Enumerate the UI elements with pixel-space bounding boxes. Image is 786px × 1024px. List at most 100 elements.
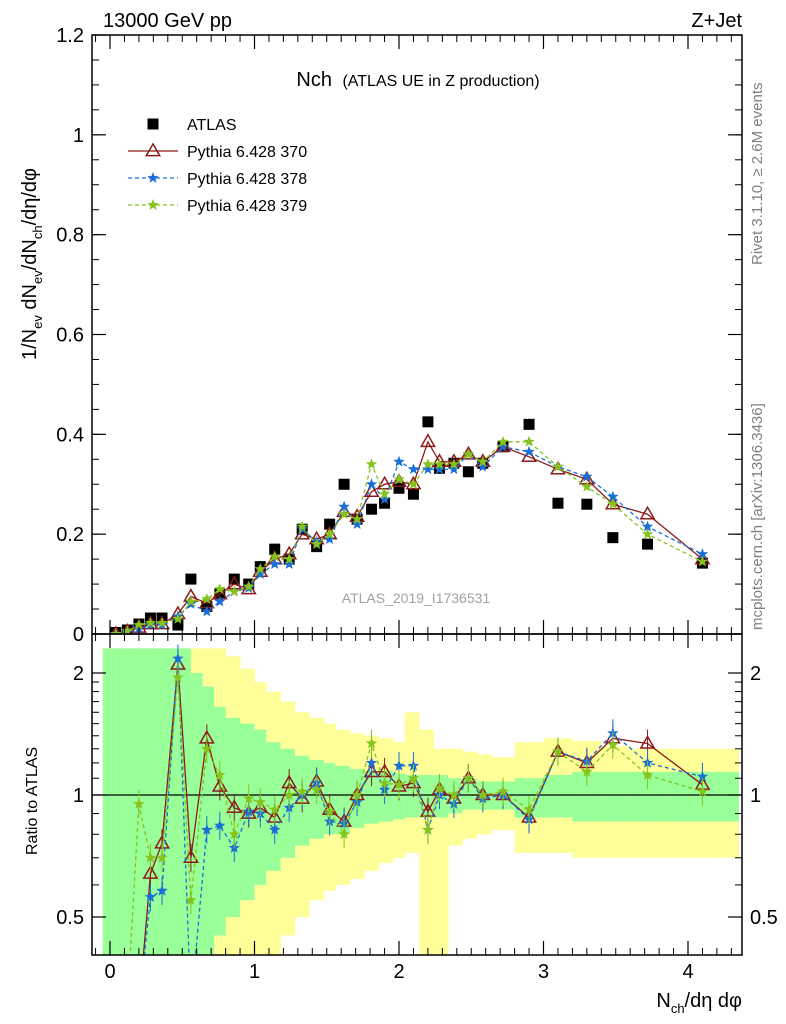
header-process: Z+Jet — [691, 10, 742, 32]
ratio-point-pythia-6-428-379 — [462, 772, 475, 784]
data-point-pythia-6-428-379 — [156, 617, 168, 628]
data-point-atlas — [523, 418, 535, 430]
data-point-pythia-6-428-379 — [228, 585, 240, 597]
axes: 0 0.2 0.4 0.6 0.8 1 1.2 0 1 2 3 4 0.5 0.5 1 1 2 2 — [56, 25, 778, 983]
data-point-pythia-6-428-379 — [365, 458, 378, 470]
ratio-y-tick-label: 2 — [73, 663, 84, 685]
ratio-point-pythia-6-428-379 — [338, 828, 350, 840]
data-point-pythia-6-428-379 — [696, 555, 709, 567]
data-point-pythia-6-428-370 — [294, 525, 311, 540]
data-point-atlas — [581, 498, 593, 510]
ratio-point-pythia-6-428-379 — [552, 745, 564, 757]
data-point-pythia-6-428-378 — [433, 463, 446, 475]
data-point-pythia-6-428-378 — [407, 463, 420, 475]
ratio-point-pythia-6-428-370 — [132, 1000, 145, 1012]
main-panel-series — [110, 416, 711, 634]
legend-marker-pythia-6-428-379 — [147, 199, 159, 210]
x-tick-label: 3 — [538, 961, 549, 983]
data-point-pythia-6-428-379 — [378, 488, 391, 500]
data-point-pythia-6-428-379 — [523, 435, 535, 447]
data-point-pythia-6-428-378 — [607, 490, 619, 502]
ratio-point-pythia-6-428-379 — [477, 789, 489, 800]
data-point-pythia-6-428-370 — [363, 483, 380, 498]
ratio-line-pythia-6-428-370 — [142, 664, 703, 955]
ratio-point-pythia-6-428-379 — [185, 894, 197, 906]
ratio-point-pythia-6-428-370 — [142, 865, 159, 879]
data-point-atlas — [366, 503, 378, 515]
analysis-watermark: ATLAS_2019_I1736531 — [342, 590, 491, 606]
ratio-y-tick-label-right: 2 — [750, 663, 761, 685]
ratio-green-band — [280, 748, 296, 858]
data-point-pythia-6-428-379 — [351, 513, 363, 524]
ratio-point-pythia-6-428-379 — [433, 782, 446, 793]
data-point-pythia-6-428-378 — [254, 568, 266, 579]
data-point-pythia-6-428-370 — [521, 448, 538, 463]
ratio-uncertainty-bands — [92, 648, 742, 955]
data-point-pythia-6-428-379 — [296, 520, 308, 532]
ratio-point-pythia-6-428-379 — [296, 785, 308, 797]
data-point-pythia-6-428-378 — [323, 533, 336, 544]
ratio-point-pythia-6-428-378 — [185, 1001, 196, 1012]
ratio-point-pythia-6-428-379 — [214, 769, 226, 780]
data-point-pythia-6-428-378 — [497, 440, 509, 452]
data-point-pythia-6-428-378 — [269, 558, 281, 569]
ratio-point-pythia-6-428-370 — [183, 849, 199, 864]
data-point-atlas — [407, 488, 419, 500]
x-tick-label: 2 — [393, 961, 404, 983]
data-point-pythia-6-428-379 — [393, 473, 405, 485]
data-point-pythia-6-428-379 — [581, 480, 593, 492]
data-point-pythia-6-428-378 — [283, 558, 295, 569]
main-y-tick-label: 0 — [73, 624, 84, 646]
main-title: Nch (ATLAS UE in Z production) — [296, 69, 539, 91]
data-point-pythia-6-428-379 — [433, 458, 446, 470]
ratio-point-pythia-6-428-379 — [269, 803, 281, 815]
ratio-line-pythia-6-428-378 — [143, 658, 703, 955]
data-point-atlas — [172, 619, 184, 631]
rivet-label: Rivet 3.1.10, ≥ 2.6M events — [749, 83, 766, 266]
ratio-point-pythia-6-428-378 — [133, 1001, 144, 1012]
ratio-green-band — [266, 742, 281, 871]
ratio-green-band — [150, 648, 163, 955]
ratio-green-band — [202, 686, 215, 955]
ratio-y-tick-label: 0.5 — [56, 907, 84, 929]
ratio-series-pythia-6-428-379 — [129, 663, 709, 955]
data-point-pythia-6-428-378 — [641, 520, 654, 532]
data-point-pythia-6-428-379 — [462, 448, 475, 460]
main-y-tick-label: 0.8 — [56, 225, 84, 247]
ratio-point-pythia-6-428-379 — [144, 851, 157, 863]
data-point-pythia-6-428-379 — [172, 613, 184, 624]
data-point-pythia-6-428-379 — [121, 625, 133, 634]
data-point-atlas — [185, 573, 197, 585]
data-point-pythia-6-428-379 — [407, 478, 420, 490]
data-point-atlas — [642, 538, 654, 550]
ratio-point-pythia-6-428-379 — [581, 765, 593, 777]
ratio-point-pythia-6-428-370 — [226, 799, 243, 814]
data-point-pythia-6-428-378 — [201, 605, 213, 617]
data-point-atlas — [607, 532, 619, 544]
ratio-point-pythia-6-428-379 — [351, 789, 363, 800]
ratio-green-band — [225, 717, 241, 917]
ratio-point-pythia-6-428-379 — [310, 783, 323, 795]
ratio-green-band — [102, 648, 117, 955]
data-point-pythia-6-428-379 — [110, 628, 122, 634]
main-y-tick-label: 1 — [73, 125, 84, 147]
header-energy: 13000 GeV pp — [103, 10, 232, 32]
data-point-pythia-6-428-370 — [420, 433, 436, 448]
legend-label-atlas: ATLAS — [187, 117, 237, 134]
ratio-green-band — [364, 770, 380, 824]
ratio-point-pythia-6-428-379 — [283, 789, 295, 800]
legend-label-pythia-6-428-379: Pythia 6.428 379 — [187, 198, 307, 215]
data-point-pythia-6-428-379 — [641, 528, 654, 539]
data-point-atlas — [228, 573, 240, 585]
ratio-point-pythia-6-428-379 — [523, 803, 535, 815]
x-tick-label: 0 — [104, 961, 115, 983]
ratio-green-band — [190, 673, 203, 955]
ratio-point-pythia-6-428-379 — [696, 785, 709, 797]
ratio-point-pythia-6-428-378 — [365, 756, 378, 768]
main-y-tick-label: 1.2 — [56, 25, 84, 47]
data-point-atlas — [422, 416, 434, 428]
ratio-point-pythia-6-428-379 — [228, 828, 240, 840]
ratio-point-pythia-6-428-379 — [323, 805, 336, 817]
ratio-point-pythia-6-428-379 — [254, 796, 266, 807]
data-point-atlas — [269, 543, 281, 555]
